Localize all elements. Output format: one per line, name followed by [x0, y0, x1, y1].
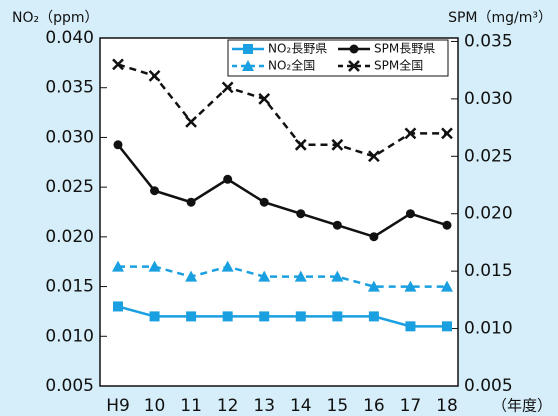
x-tick-label: 10 — [144, 396, 166, 416]
y2-tick-label: 0.020 — [464, 204, 513, 224]
y-axis-label: NO₂（ppm） — [12, 10, 99, 26]
data-point — [404, 127, 417, 140]
data-point — [259, 311, 270, 322]
data-point — [113, 301, 123, 312]
data-point — [441, 127, 453, 140]
x-tick-label: 12 — [217, 396, 239, 416]
legend-marker — [348, 60, 360, 72]
y2-tick-label: 0.015 — [464, 261, 513, 281]
data-point — [405, 209, 415, 219]
data-point — [441, 280, 453, 292]
y2-tick-label: 0.010 — [464, 319, 513, 339]
y2-tick-label: 0.035 — [464, 31, 513, 51]
data-point — [112, 260, 124, 272]
data-point — [222, 311, 233, 322]
plot-area — [99, 37, 459, 387]
data-point — [259, 197, 269, 207]
x-tick-label: 15 — [327, 396, 349, 416]
y-tick-label: 0.010 — [45, 326, 94, 346]
x-axis-label: （年度） — [492, 397, 552, 415]
data-point — [258, 270, 271, 282]
data-point — [148, 70, 161, 82]
data-point — [221, 81, 234, 94]
data-point — [442, 220, 452, 230]
x-tick-label: 13 — [253, 396, 275, 416]
series-line — [118, 265, 447, 288]
data-point — [186, 311, 197, 322]
y2-tick-label: 0.025 — [464, 146, 513, 166]
legend — [227, 39, 449, 77]
y2-tick-label: 0.030 — [464, 89, 513, 109]
data-point — [405, 321, 416, 332]
data-point — [296, 209, 306, 219]
legend-marker — [243, 44, 253, 54]
legend-label: SPM全国 — [374, 58, 423, 73]
data-point — [150, 186, 160, 196]
legend-label: NO₂長野県 — [268, 42, 327, 56]
data-point — [148, 260, 161, 272]
x-tick-label: 14 — [290, 396, 312, 416]
legend-marker — [242, 60, 254, 71]
data-point — [221, 260, 234, 272]
y2-axis-label: SPM（mg/m³） — [448, 10, 552, 26]
x-tick-label: 11 — [180, 396, 202, 416]
data-point — [295, 311, 306, 322]
x-tick-label: 17 — [400, 396, 422, 416]
data-point — [331, 270, 344, 282]
data-point — [368, 311, 379, 322]
data-point — [294, 138, 307, 151]
y-tick-label: 0.025 — [45, 177, 94, 197]
x-tick-label: H9 — [106, 396, 130, 416]
data-point — [294, 270, 307, 282]
y2-tick-label: 0.005 — [464, 376, 513, 396]
y-tick-label: 0.040 — [45, 28, 94, 48]
x-tick-label: 16 — [363, 396, 385, 416]
y-tick-label: 0.020 — [45, 227, 94, 247]
legend-marker — [349, 44, 359, 54]
data-point — [223, 174, 233, 184]
y-tick-label: 0.005 — [45, 376, 94, 396]
legend-label: SPM長野県 — [374, 42, 435, 56]
data-point — [113, 140, 123, 150]
x-tick-label: 18 — [436, 396, 458, 416]
data-point — [149, 311, 160, 322]
y-tick-label: 0.015 — [45, 277, 94, 297]
data-point — [331, 138, 344, 151]
data-point — [258, 92, 271, 105]
data-point — [404, 280, 417, 292]
series-line — [117, 305, 447, 328]
data-point — [367, 280, 380, 292]
data-point — [112, 58, 124, 71]
data-point — [185, 115, 197, 128]
y-tick-label: 0.030 — [45, 127, 94, 147]
data-point — [369, 232, 379, 242]
data-point — [368, 150, 380, 163]
data-point — [185, 270, 198, 282]
y-tick-label: 0.035 — [45, 78, 94, 98]
series-line — [117, 63, 447, 158]
series-line — [117, 144, 448, 239]
data-point — [332, 220, 342, 230]
legend-label: NO₂全国 — [268, 58, 315, 73]
data-point — [186, 197, 196, 207]
data-point — [332, 311, 343, 322]
data-point — [442, 321, 452, 332]
